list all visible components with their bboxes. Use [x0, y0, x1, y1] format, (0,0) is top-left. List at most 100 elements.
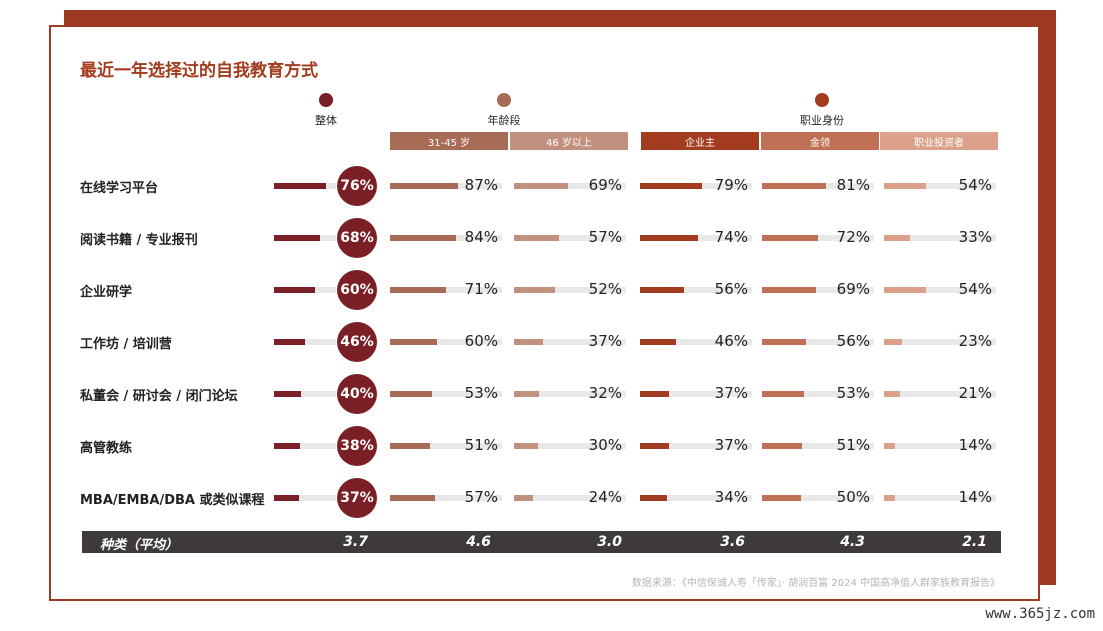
bar-track: [640, 495, 752, 501]
value-label: 33%: [958, 228, 992, 246]
overall-bar-track: [274, 443, 336, 449]
bar: [640, 287, 684, 293]
row-label: 企业研学: [80, 285, 133, 300]
value-label: 69%: [588, 176, 622, 194]
bar-track: [640, 235, 752, 241]
overall-bar-track: [274, 183, 336, 189]
bar: [884, 183, 927, 189]
overall-value-circle: 37%: [337, 478, 377, 518]
value-label: 60%: [464, 332, 498, 350]
bar: [514, 443, 538, 449]
value-label: 21%: [958, 384, 992, 402]
totals-label: 种类（平均）: [100, 538, 179, 553]
chart-card: [49, 25, 1040, 601]
column-header-31-45: 31-45 岁: [390, 132, 508, 150]
value-label: 14%: [958, 436, 992, 454]
bar: [884, 443, 895, 449]
overall-value-circle: 46%: [337, 322, 377, 362]
column-header-business-owner: 企业主: [641, 132, 759, 150]
bar-track: [390, 339, 502, 345]
bar: [514, 183, 569, 189]
value-label: 52%: [588, 280, 622, 298]
column-header-investor: 职业投资者: [880, 132, 998, 150]
overall-bar: [274, 287, 315, 293]
bar: [514, 287, 555, 293]
bar-track: [762, 235, 874, 241]
value-label: 30%: [588, 436, 622, 454]
value-label: 23%: [958, 332, 992, 350]
bar-track: [640, 339, 752, 345]
value-label: 50%: [836, 488, 870, 506]
bar-track: [884, 443, 996, 449]
legend-dot-occupation: [815, 93, 829, 107]
overall-value-circle: 60%: [337, 270, 377, 310]
value-label: 72%: [836, 228, 870, 246]
overall-bar: [274, 183, 326, 189]
value-label: 69%: [836, 280, 870, 298]
bar-track: [390, 287, 502, 293]
bar: [640, 183, 702, 189]
total-46-plus: 3.0: [597, 534, 622, 550]
overall-value-circle: 40%: [337, 374, 377, 414]
row-label: 私董会 / 研讨会 / 闭门论坛: [80, 389, 238, 404]
bar: [884, 339, 903, 345]
overall-bar: [274, 443, 300, 449]
value-label: 57%: [588, 228, 622, 246]
bar: [640, 391, 669, 397]
bar: [640, 235, 699, 241]
bar: [884, 495, 895, 501]
bar: [640, 495, 667, 501]
bar-track: [762, 339, 874, 345]
overall-bar: [274, 495, 300, 501]
value-label: 56%: [714, 280, 748, 298]
overall-value-circle: 76%: [337, 166, 377, 206]
value-label: 81%: [836, 176, 870, 194]
row-label: 高管教练: [80, 441, 133, 456]
bar-track: [884, 287, 996, 293]
row-label: MBA/EMBA/DBA 或类似课程: [80, 493, 265, 508]
bar: [514, 339, 543, 345]
legend-dot-overall: [319, 93, 333, 107]
overall-bar-track: [274, 339, 336, 345]
bar-track: [884, 495, 996, 501]
bar: [762, 391, 804, 397]
legend-label-age: 年龄段: [487, 114, 521, 127]
bar-track: [514, 235, 626, 241]
value-label: 51%: [836, 436, 870, 454]
bar: [640, 443, 669, 449]
bar-track: [640, 391, 752, 397]
value-label: 51%: [464, 436, 498, 454]
value-label: 87%: [464, 176, 498, 194]
bar-track: [390, 183, 502, 189]
source-note: 数据来源：《中信保诚人寿「传家」· 胡润百富 2024 中国高净值人群家族教育报…: [631, 578, 1000, 589]
column-header-gold-collar: 金领: [761, 132, 879, 150]
bar-track: [762, 287, 874, 293]
bar-track: [514, 391, 626, 397]
value-label: 71%: [464, 280, 498, 298]
total-gold-collar: 4.3: [840, 534, 865, 550]
bar: [390, 183, 459, 189]
bar-track: [884, 391, 996, 397]
bar-track: [762, 391, 874, 397]
bar: [390, 339, 438, 345]
bar-track: [514, 495, 626, 501]
row-label: 在线学习平台: [80, 181, 159, 196]
bar-track: [390, 235, 502, 241]
value-label: 53%: [464, 384, 498, 402]
bar: [390, 495, 435, 501]
total-31-45: 4.6: [466, 534, 491, 550]
bar-track: [390, 443, 502, 449]
total-business-owner: 3.6: [720, 534, 745, 550]
overall-bar-track: [274, 287, 336, 293]
value-label: 37%: [714, 436, 748, 454]
bar-track: [884, 339, 996, 345]
bar: [762, 183, 826, 189]
bar-track: [762, 183, 874, 189]
bar-track: [640, 287, 752, 293]
value-label: 53%: [836, 384, 870, 402]
total-investor: 2.1: [962, 534, 987, 550]
value-label: 37%: [714, 384, 748, 402]
totals-bar: [82, 531, 1001, 553]
column-header-46-plus: 46 岁以上: [510, 132, 628, 150]
bar-track: [514, 443, 626, 449]
